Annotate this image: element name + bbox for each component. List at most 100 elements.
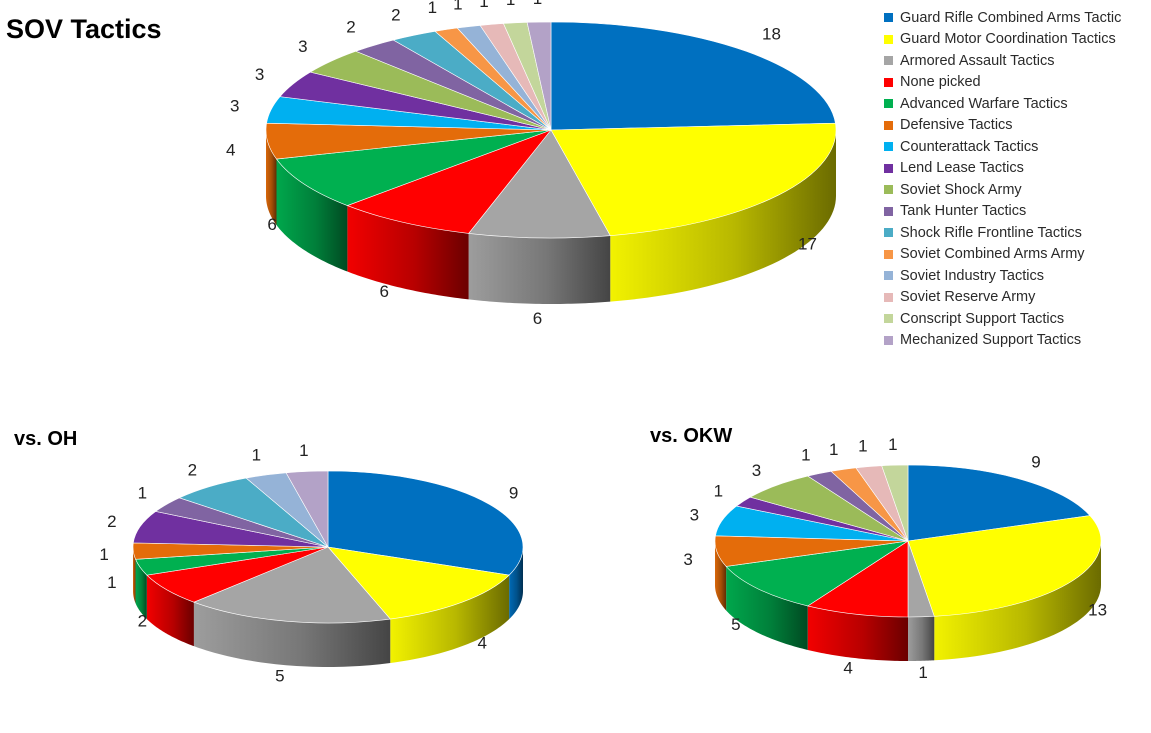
legend-item: Defensive Tactics [884,115,1121,137]
pie-slice-none-picked [346,129,552,234]
legend-swatch [884,13,893,23]
pie-side-advanced-warfare-tactics [726,566,808,650]
pie-slice-guard-rifle-combined-arms-tactic [550,21,836,131]
data-label-soviet-shock-army: 3 [752,461,761,480]
pie-oh: 9 4 5 2 1 1 2 1 2 1 1 [99,441,524,685]
legend-label: Soviet Reserve Army [900,289,1036,306]
data-label-soviet-industry-tactics: 1 [453,0,462,14]
data-label-armored-assault-tactics: 5 [275,666,284,685]
pie-data-labels: 9 4 5 2 1 1 2 1 2 1 1 [99,441,518,685]
data-label-conscript-support-tactics: 1 [888,435,897,454]
data-label-counterattack-tactics: 3 [230,96,239,115]
pie-top [265,21,837,239]
legend-label: Guard Motor Coordination Tactics [900,31,1116,48]
pie-side-defensive-tactics [715,541,727,611]
chart-title-sov-tactics: SOV Tactics [6,14,162,44]
legend-label: Tank Hunter Tactics [900,203,1027,220]
legend-swatch [884,120,893,130]
data-label-armored-assault-tactics: 1 [918,663,927,682]
legend-label: Lend Lease Tactics [900,160,1024,177]
pie-slice-armored-assault-tactics [468,129,611,239]
pie-slice-conscript-support-tactics [881,464,909,542]
data-label-defensive-tactics: 1 [99,545,108,564]
legend-item: Conscript Support Tactics [884,308,1121,330]
data-label-advanced-warfare-tactics: 1 [107,573,116,592]
legend-item: Soviet Reserve Army [884,287,1121,309]
pie-side-none-picked [146,575,194,647]
pie-slice-guard-motor-coordination-tactics [550,122,837,236]
pie-slice-none-picked [806,540,909,618]
data-label-none-picked: 6 [379,282,388,301]
data-label-counterattack-tactics: 3 [690,506,699,525]
pie-slice-guard-rifle-combined-arms-tactic [327,470,524,576]
pie-slice-mechanized-support-tactics [285,470,329,549]
legend-label: None picked [900,74,981,91]
data-label-soviet-reserve-army: 1 [858,437,867,456]
legend-label: Mechanized Support Tactics [900,332,1082,349]
pie-slice-advanced-warfare-tactics [725,540,909,607]
data-label-lend-lease-tactics: 2 [107,512,116,531]
pie-side-guard-rifle-combined-arms-tactic [509,547,523,620]
data-label-shock-rifle-frontline-tactics: 2 [391,5,400,24]
pie-top [714,464,1102,618]
legend-label: Armored Assault Tactics [900,52,1055,69]
pie-slice-guard-motor-coordination-tactics [327,546,510,620]
data-label-conscript-support-tactics: 1 [506,0,515,9]
legend-item: Guard Rifle Combined Arms Tactic [884,7,1121,29]
chart-title-vs-oh: vs. OH [14,428,78,450]
data-label-soviet-combined-arms-army: 1 [829,440,838,459]
data-label-defensive-tactics: 4 [226,141,235,160]
legend-swatch [884,56,893,66]
data-label-guard-motor-coordination-tactics: 17 [798,235,817,254]
data-label-soviet-reserve-army: 1 [479,0,488,11]
data-label-mechanized-support-tactics: 1 [533,0,542,8]
pie-side-walls [266,130,836,304]
pie-side-advanced-warfare-tactics [135,559,147,620]
legend-swatch [884,99,893,109]
legend-item: Tank Hunter Tactics [884,201,1121,223]
legend-item: Soviet Shock Army [884,179,1121,201]
data-label-shock-rifle-frontline-tactics: 2 [188,461,197,480]
pie-side-defensive-tactics [266,130,277,226]
legend-item: Mechanized Support Tactics [884,330,1121,352]
legend-item: Advanced Warfare Tactics [884,93,1121,115]
legend-swatch [884,206,893,216]
legend-label: Guard Rifle Combined Arms Tactic [900,9,1122,26]
legend-swatch [884,34,893,44]
data-label-advanced-warfare-tactics: 6 [267,215,276,234]
pie-data-labels: 181766643332211111 [226,0,817,328]
legend-label: Advanced Warfare Tactics [900,95,1068,112]
legend-label: Soviet Combined Arms Army [900,246,1085,263]
data-label-soviet-shock-army: 3 [298,37,307,56]
pie-side-advanced-warfare-tactics [276,159,348,272]
data-label-guard-rifle-combined-arms-tactic: 18 [762,25,781,44]
pie-side-armored-assault-tactics [908,616,935,661]
data-label-defensive-tactics: 3 [683,550,692,569]
data-label-guard-rifle-combined-arms-tactic: 9 [1031,452,1040,471]
legend-label: Counterattack Tactics [900,138,1039,155]
legend-item: Soviet Industry Tactics [884,265,1121,287]
chart-title-vs-okw: vs. OKW [650,425,733,447]
pie-side-guard-motor-coordination-tactics [390,575,510,664]
legend-swatch [884,163,893,173]
legend-item: None picked [884,72,1121,94]
pie-side-walls [133,547,523,667]
pie-slice-armored-assault-tactics [193,546,391,624]
data-label-lend-lease-tactics: 3 [255,65,264,84]
legend-swatch [884,335,893,345]
data-label-soviet-industry-tactics: 1 [252,446,261,465]
data-label-tank-hunter-tactics: 1 [801,446,810,465]
pie-side-armored-assault-tactics [193,602,391,667]
legend-swatch [884,314,893,324]
legend-label: Conscript Support Tactics [900,310,1065,327]
pie-slice-guard-motor-coordination-tactics [907,515,1102,617]
legend-label: Soviet Industry Tactics [900,267,1044,284]
data-label-guard-motor-coordination-tactics: 13 [1088,600,1107,619]
legend-label: Defensive Tactics [900,117,1013,134]
pie-slice-mechanized-support-tactics [526,21,552,131]
data-label-lend-lease-tactics: 1 [714,481,723,500]
legend-swatch [884,271,893,281]
legend-label: Shock Rifle Frontline Tactics [900,224,1082,241]
pie-slice-advanced-warfare-tactics [275,129,552,206]
